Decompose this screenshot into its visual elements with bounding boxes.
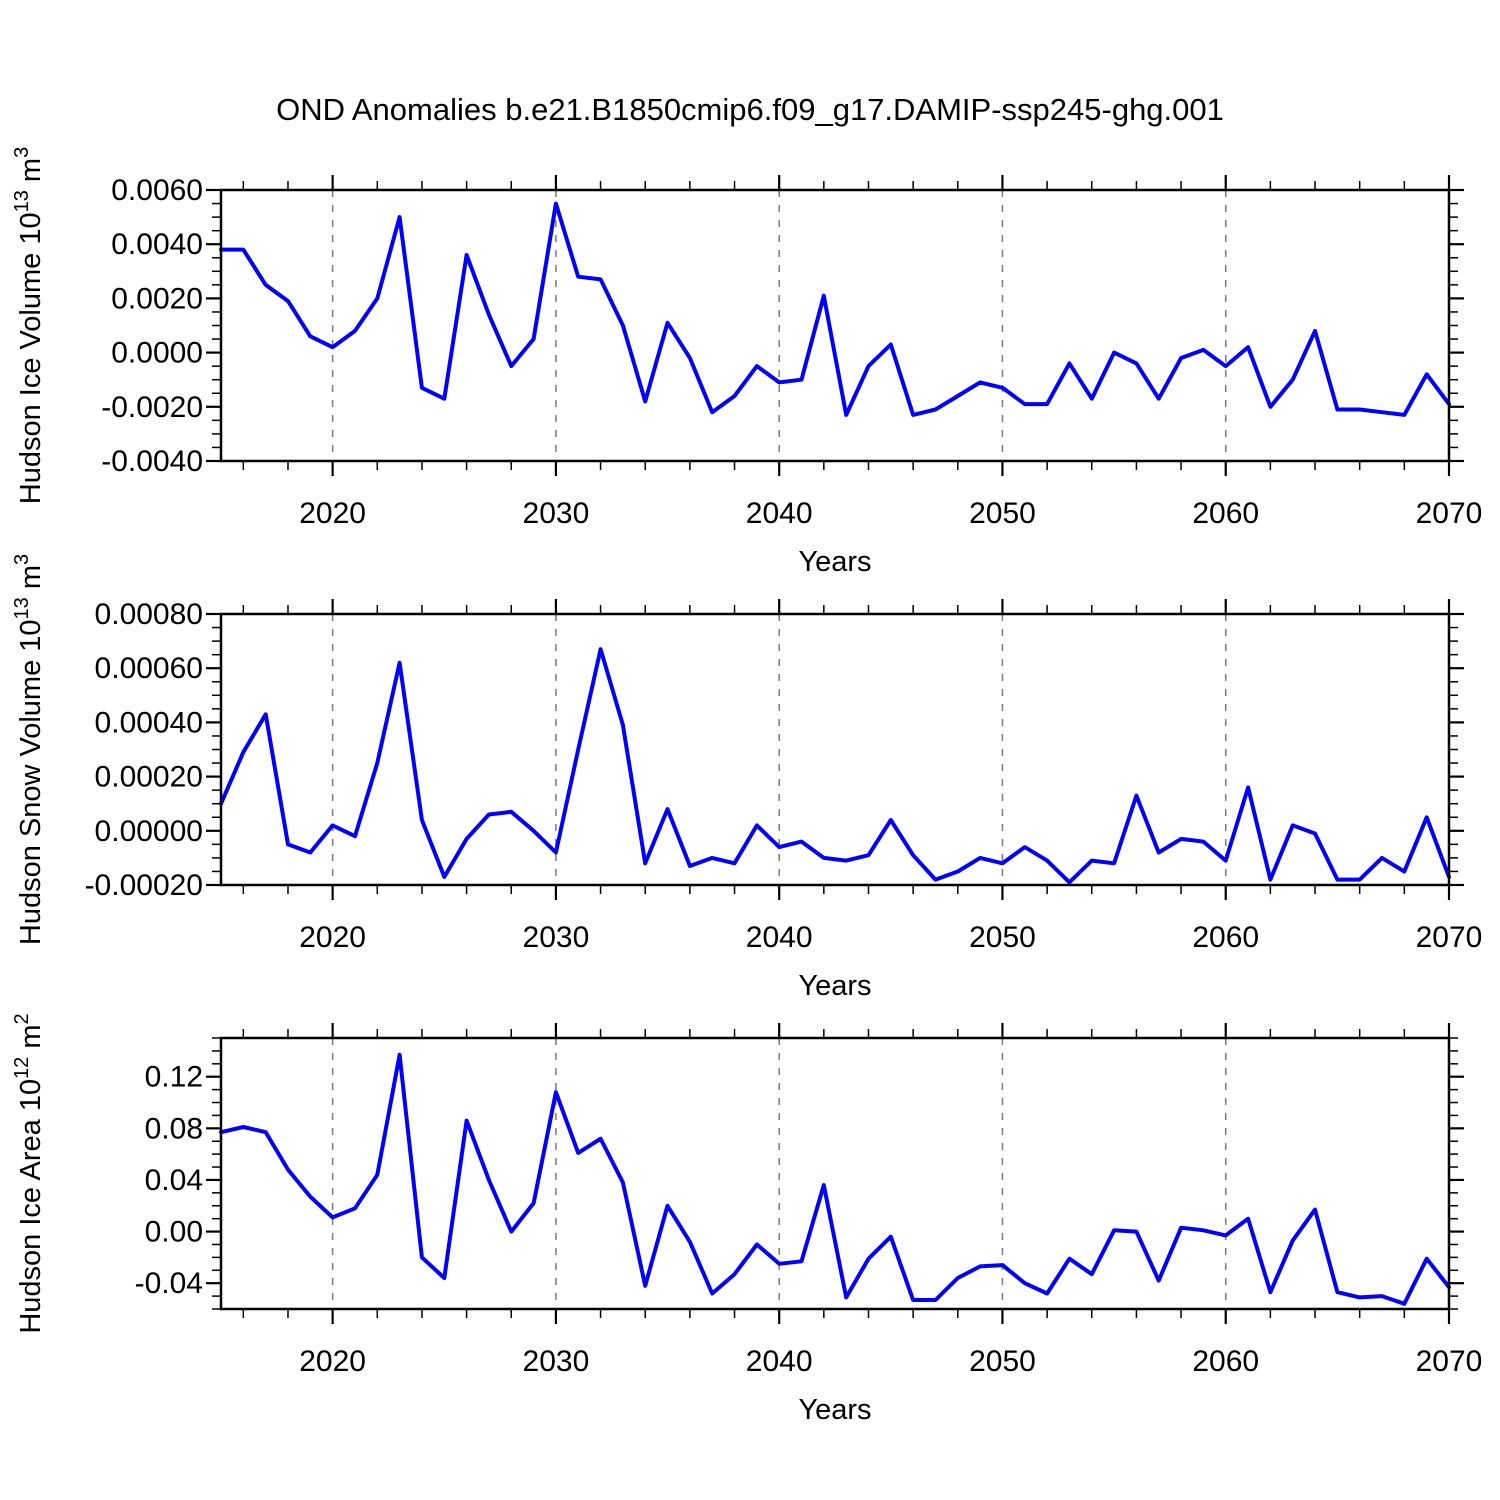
x-tick-label: 2060 [1192, 497, 1259, 530]
y-axis-label: Hudson Ice Area 1012 m2 [11, 1013, 47, 1333]
panel-hudson-ice-volume: 2020 2030 2040 2050 2060 2070 0.0060 0.0040 0.00… [11, 147, 1482, 578]
y-axis-label-superscript: 3 [11, 554, 33, 565]
y-axis-label-superscript: 2 [11, 1013, 33, 1024]
y-axis-label: Hudson Snow Volume 1013 m3 [11, 554, 47, 945]
x-tick-label: 2020 [299, 497, 366, 530]
x-tick-label: 2050 [969, 497, 1036, 530]
y-axis-label-text: Hudson Ice Area 10 [15, 1079, 47, 1334]
data-line-hudson-ice-area [219, 1052, 1451, 1306]
y-tick-label: 0.00080 [95, 598, 203, 631]
y-axis-label-text: Hudson Snow Volume 10 [15, 619, 47, 945]
y-axis-label-text: m [15, 158, 47, 190]
y-tick-label: -0.00020 [85, 869, 203, 902]
panel-hudson-snow-volume: 2020 2030 2040 2050 2060 2070 0.00080 0.00060 0.… [11, 554, 1482, 1002]
x-tick-label: 2070 [1416, 1345, 1483, 1378]
y-tick-label: 0.00060 [95, 652, 203, 685]
y-tick-label: 0.00040 [95, 706, 203, 739]
y-axis-label-text: Hudson Ice Volume 10 [15, 212, 47, 504]
y-axis-label: Hudson Ice Volume 1013 m3 [11, 147, 47, 504]
x-tick-label: 2050 [969, 921, 1036, 954]
x-tick-label: 2040 [746, 1345, 813, 1378]
x-tick-label: 2020 [299, 921, 366, 954]
x-tick-label: 2030 [523, 1345, 590, 1378]
plot-frame [219, 188, 1451, 463]
y-tick-label: 0.12 [145, 1061, 203, 1094]
x-tick-label: 2040 [746, 497, 813, 530]
x-tick-label: 2070 [1416, 497, 1483, 530]
x-axis-label: Years [798, 1394, 871, 1426]
panels-group: 2020 2030 2040 2050 2060 2070 0.0060 0.0040 0.00… [11, 147, 1482, 1426]
data-line-hudson-snow-volume [219, 647, 1451, 885]
y-tick-label: -0.0020 [101, 391, 203, 424]
data-line-hudson-ice-volume [219, 201, 1451, 417]
y-axis-label-superscript: 12 [11, 1057, 33, 1079]
y-axis-label-superscript: 3 [11, 147, 33, 158]
y-tick-label: 0.0060 [111, 174, 203, 207]
x-tick-label: 2060 [1192, 921, 1259, 954]
y-tick-label: 0.00000 [95, 815, 203, 848]
y-tick-label: 0.00 [145, 1216, 203, 1249]
y-tick-label: 0.0040 [111, 228, 203, 261]
y-tick-label: 0.04 [145, 1164, 203, 1197]
y-axis-label-text: m [15, 1024, 47, 1056]
plot-frame [219, 1036, 1451, 1311]
y-tick-label: 0.0000 [111, 337, 203, 370]
x-axis-label: Years [798, 970, 871, 1002]
y-axis-label-text: m [15, 565, 47, 597]
x-tick-label: 2050 [969, 1345, 1036, 1378]
y-tick-label: -0.0040 [101, 445, 203, 478]
y-tick-label: 0.00020 [95, 761, 203, 794]
x-tick-label: 2040 [746, 921, 813, 954]
x-tick-label: 2020 [299, 1345, 366, 1378]
y-axis-label-superscript: 13 [11, 190, 33, 212]
x-axis-label: Years [798, 546, 871, 578]
panel-hudson-ice-area: 2020 2030 2040 2050 2060 2070 0.12 0.08 0.04 0.00… [11, 1013, 1482, 1426]
x-tick-label: 2030 [523, 497, 590, 530]
x-tick-label: 2030 [523, 921, 590, 954]
x-tick-label: 2070 [1416, 921, 1483, 954]
y-tick-label: 0.08 [145, 1112, 203, 1145]
y-tick-label: 0.0020 [111, 282, 203, 315]
y-axis-label-superscript: 13 [11, 597, 33, 619]
plot-frame [219, 612, 1451, 887]
figure-title: OND Anomalies b.e21.B1850cmip6.f09_g17.D… [276, 92, 1224, 127]
x-tick-label: 2060 [1192, 1345, 1259, 1378]
y-tick-label: -0.04 [135, 1267, 203, 1300]
